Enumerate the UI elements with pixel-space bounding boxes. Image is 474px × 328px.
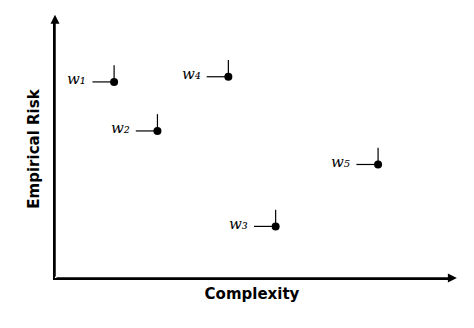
svg-text:w₁: w₁ (67, 70, 86, 88)
svg-text:w₄: w₄ (182, 65, 201, 83)
svg-text:Empirical Risk: Empirical Risk (25, 88, 43, 208)
svg-text:w₃: w₃ (229, 215, 248, 233)
svg-text:w₅: w₅ (331, 153, 350, 171)
svg-text:Complexity: Complexity (205, 285, 300, 303)
svg-text:w₂: w₂ (111, 119, 130, 137)
